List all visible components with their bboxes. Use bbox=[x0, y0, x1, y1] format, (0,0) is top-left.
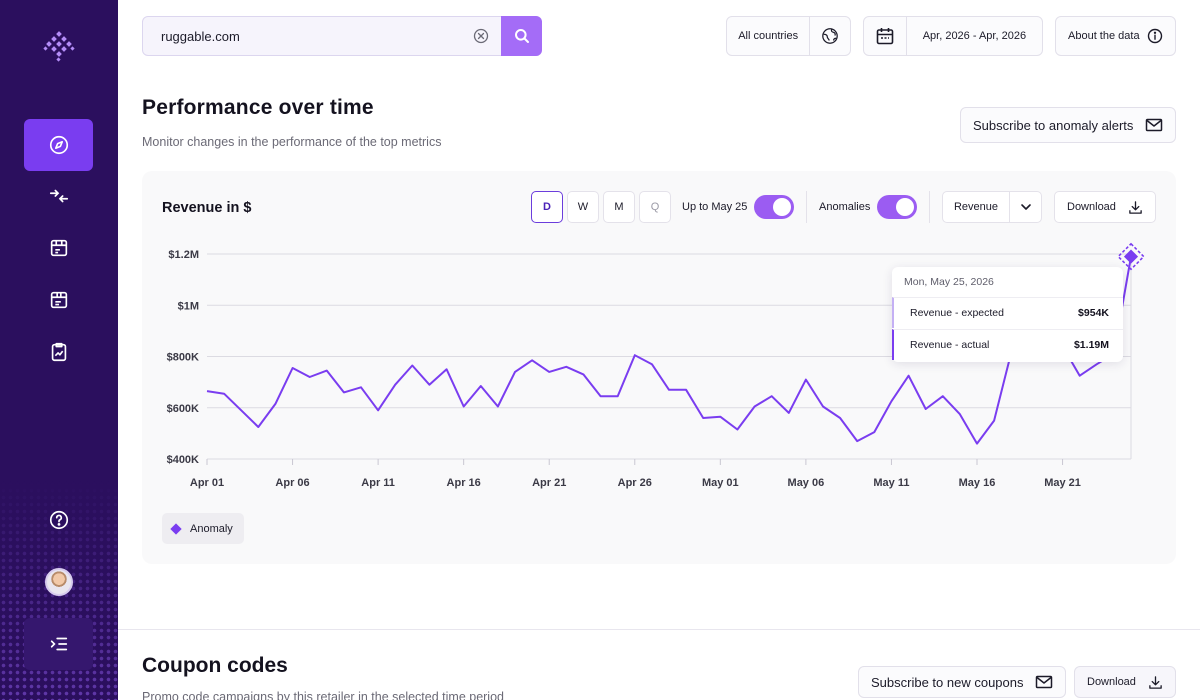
anomaly-legend[interactable]: Anomaly bbox=[162, 513, 244, 544]
globe-icon bbox=[822, 28, 838, 44]
mail-icon bbox=[1035, 675, 1053, 689]
sidebar bbox=[0, 0, 118, 700]
metric-select-value: Revenue bbox=[953, 201, 999, 213]
clear-search-icon[interactable] bbox=[473, 28, 489, 44]
coupons-subtitle: Promo code campaigns by this retailer in… bbox=[142, 690, 504, 700]
anomaly-diamond-icon bbox=[170, 522, 182, 535]
anomaly-legend-label: Anomaly bbox=[190, 522, 233, 535]
about-data-button[interactable]: About the data bbox=[1055, 16, 1176, 56]
chart-title: Revenue in $ bbox=[162, 200, 252, 216]
x-tick-label: May 16 bbox=[959, 477, 996, 489]
search-bar bbox=[142, 16, 542, 56]
menu-collapse-icon bbox=[50, 637, 67, 651]
x-tick-label: May 01 bbox=[702, 477, 739, 489]
nav-catalog[interactable] bbox=[24, 274, 93, 326]
country-filter-label: All countries bbox=[738, 30, 799, 42]
collapse-sidebar-button[interactable] bbox=[24, 618, 93, 670]
revenue-chart-panel: Revenue in $ D W M Q Up to May 25 Anomal… bbox=[142, 171, 1176, 564]
x-tick-label: Apr 21 bbox=[532, 477, 566, 489]
anomaly-marker bbox=[1123, 249, 1139, 264]
info-icon bbox=[1147, 28, 1163, 44]
country-filter[interactable]: All countries bbox=[726, 16, 851, 56]
download-icon bbox=[1129, 200, 1142, 214]
up-to-label: Up to May 25 bbox=[682, 201, 748, 213]
subscribe-anomaly-alerts-button[interactable]: Subscribe to anomaly alerts bbox=[960, 107, 1176, 143]
tooltip-row-actual: Revenue - actual $1.19M bbox=[892, 329, 1123, 360]
nav-compare[interactable] bbox=[24, 170, 93, 222]
y-tick-label: $400K bbox=[167, 454, 199, 466]
date-range-label: Apr, 2026 - Apr, 2026 bbox=[922, 30, 1027, 42]
search-submit-button[interactable] bbox=[501, 16, 542, 56]
performance-title: Performance over time bbox=[142, 96, 374, 119]
chart-download-button[interactable]: Download bbox=[1054, 191, 1156, 223]
tooltip-expected-value: $954K bbox=[1078, 307, 1109, 319]
anomalies-label: Anomalies bbox=[819, 201, 871, 213]
x-tick-label: Apr 11 bbox=[361, 477, 395, 489]
subscribe-coupons-label: Subscribe to new coupons bbox=[871, 674, 1024, 690]
anomalies-toggle[interactable] bbox=[877, 195, 917, 219]
granularity-month-button[interactable]: M bbox=[603, 191, 635, 223]
y-tick-label: $600K bbox=[167, 403, 199, 415]
chart-tooltip: Mon, May 25, 2026 Revenue - expected $95… bbox=[892, 267, 1123, 362]
app-logo-icon[interactable] bbox=[42, 30, 76, 64]
tooltip-date: Mon, May 25, 2026 bbox=[904, 276, 994, 288]
help-circle-icon bbox=[49, 510, 68, 530]
download-icon bbox=[1149, 675, 1162, 689]
x-tick-label: Apr 06 bbox=[275, 477, 309, 489]
x-tick-label: May 21 bbox=[1044, 477, 1081, 489]
subscribe-coupons-button[interactable]: Subscribe to new coupons bbox=[858, 666, 1066, 698]
x-tick-label: Apr 01 bbox=[190, 477, 224, 489]
granularity-day-button[interactable]: D bbox=[531, 191, 563, 223]
tooltip-row-expected: Revenue - expected $954K bbox=[892, 297, 1123, 328]
package-icon bbox=[50, 291, 67, 309]
x-tick-label: May 06 bbox=[788, 477, 825, 489]
up-to-toggle[interactable] bbox=[754, 195, 794, 219]
nav-reports[interactable] bbox=[24, 326, 93, 378]
revenue-series-line bbox=[206, 256, 1132, 445]
performance-subtitle: Monitor changes in the performance of th… bbox=[142, 135, 442, 149]
about-data-label: About the data bbox=[1068, 30, 1140, 42]
search-input[interactable] bbox=[143, 17, 473, 55]
metric-select[interactable]: Revenue bbox=[942, 191, 1042, 223]
nav-products[interactable] bbox=[24, 222, 93, 274]
avatar bbox=[44, 568, 73, 596]
search-icon bbox=[514, 29, 529, 43]
y-tick-label: $1M bbox=[178, 300, 199, 312]
x-tick-label: May 11 bbox=[873, 477, 909, 489]
coupons-download-label: Download bbox=[1087, 676, 1136, 688]
box-icon bbox=[50, 239, 67, 257]
y-tick-label: $800K bbox=[167, 352, 199, 364]
anomaly-marker-ring bbox=[1117, 242, 1145, 271]
section-divider bbox=[118, 629, 1200, 630]
user-avatar-button[interactable] bbox=[24, 560, 93, 604]
tooltip-actual-label: Revenue - actual bbox=[910, 339, 990, 351]
x-tick-label: Apr 26 bbox=[618, 477, 652, 489]
compass-icon bbox=[49, 135, 68, 155]
granularity-quarter-button[interactable]: Q bbox=[639, 191, 671, 223]
chart-download-label: Download bbox=[1067, 201, 1116, 213]
date-range-picker[interactable]: Apr, 2026 - Apr, 2026 bbox=[863, 16, 1043, 56]
subscribe-anomaly-label: Subscribe to anomaly alerts bbox=[973, 117, 1134, 133]
calendar-icon bbox=[876, 28, 894, 45]
x-tick-label: Apr 16 bbox=[447, 477, 481, 489]
clipboard-chart-icon bbox=[51, 342, 66, 362]
mail-icon bbox=[1145, 118, 1163, 132]
tooltip-actual-value: $1.19M bbox=[1073, 339, 1109, 351]
y-tick-label: $1.2M bbox=[168, 249, 199, 261]
tooltip-expected-label: Revenue - expected bbox=[910, 307, 1004, 319]
coupons-title: Coupon codes bbox=[142, 654, 288, 677]
revenue-line-chart: $1.2M $1M $800K $600K $400K Apr 01 Apr 06 Apr 1… bbox=[167, 242, 1145, 489]
help-button[interactable] bbox=[24, 498, 93, 542]
compare-arrows-icon bbox=[49, 189, 68, 203]
nav-explore[interactable] bbox=[24, 119, 93, 171]
chevron-down-icon bbox=[1021, 204, 1031, 210]
granularity-week-button[interactable]: W bbox=[567, 191, 599, 223]
coupons-download-button[interactable]: Download bbox=[1074, 666, 1176, 698]
